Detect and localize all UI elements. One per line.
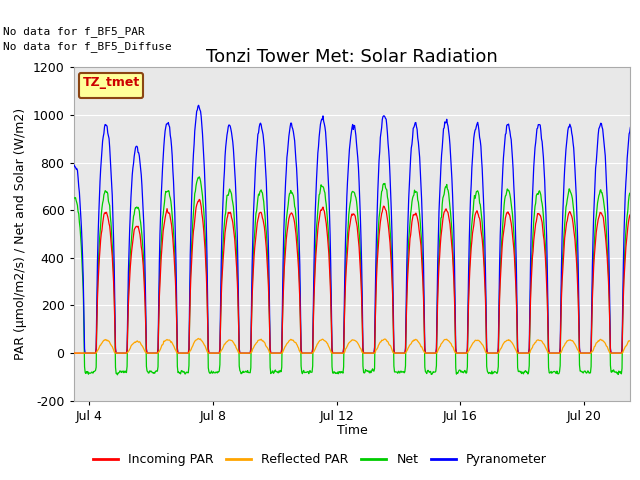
X-axis label: Time: Time [337, 424, 367, 437]
Legend: Incoming PAR, Reflected PAR, Net, Pyranometer: Incoming PAR, Reflected PAR, Net, Pyrano… [88, 448, 552, 471]
Legend:  [79, 73, 143, 98]
Text: No data for f_BF5_PAR: No data for f_BF5_PAR [3, 26, 145, 37]
Title: Tonzi Tower Met: Solar Radiation: Tonzi Tower Met: Solar Radiation [206, 48, 498, 66]
Text: No data for f_BF5_Diffuse: No data for f_BF5_Diffuse [3, 41, 172, 52]
Y-axis label: PAR (μmol/m2/s) / Net and Solar (W/m2): PAR (μmol/m2/s) / Net and Solar (W/m2) [14, 108, 27, 360]
